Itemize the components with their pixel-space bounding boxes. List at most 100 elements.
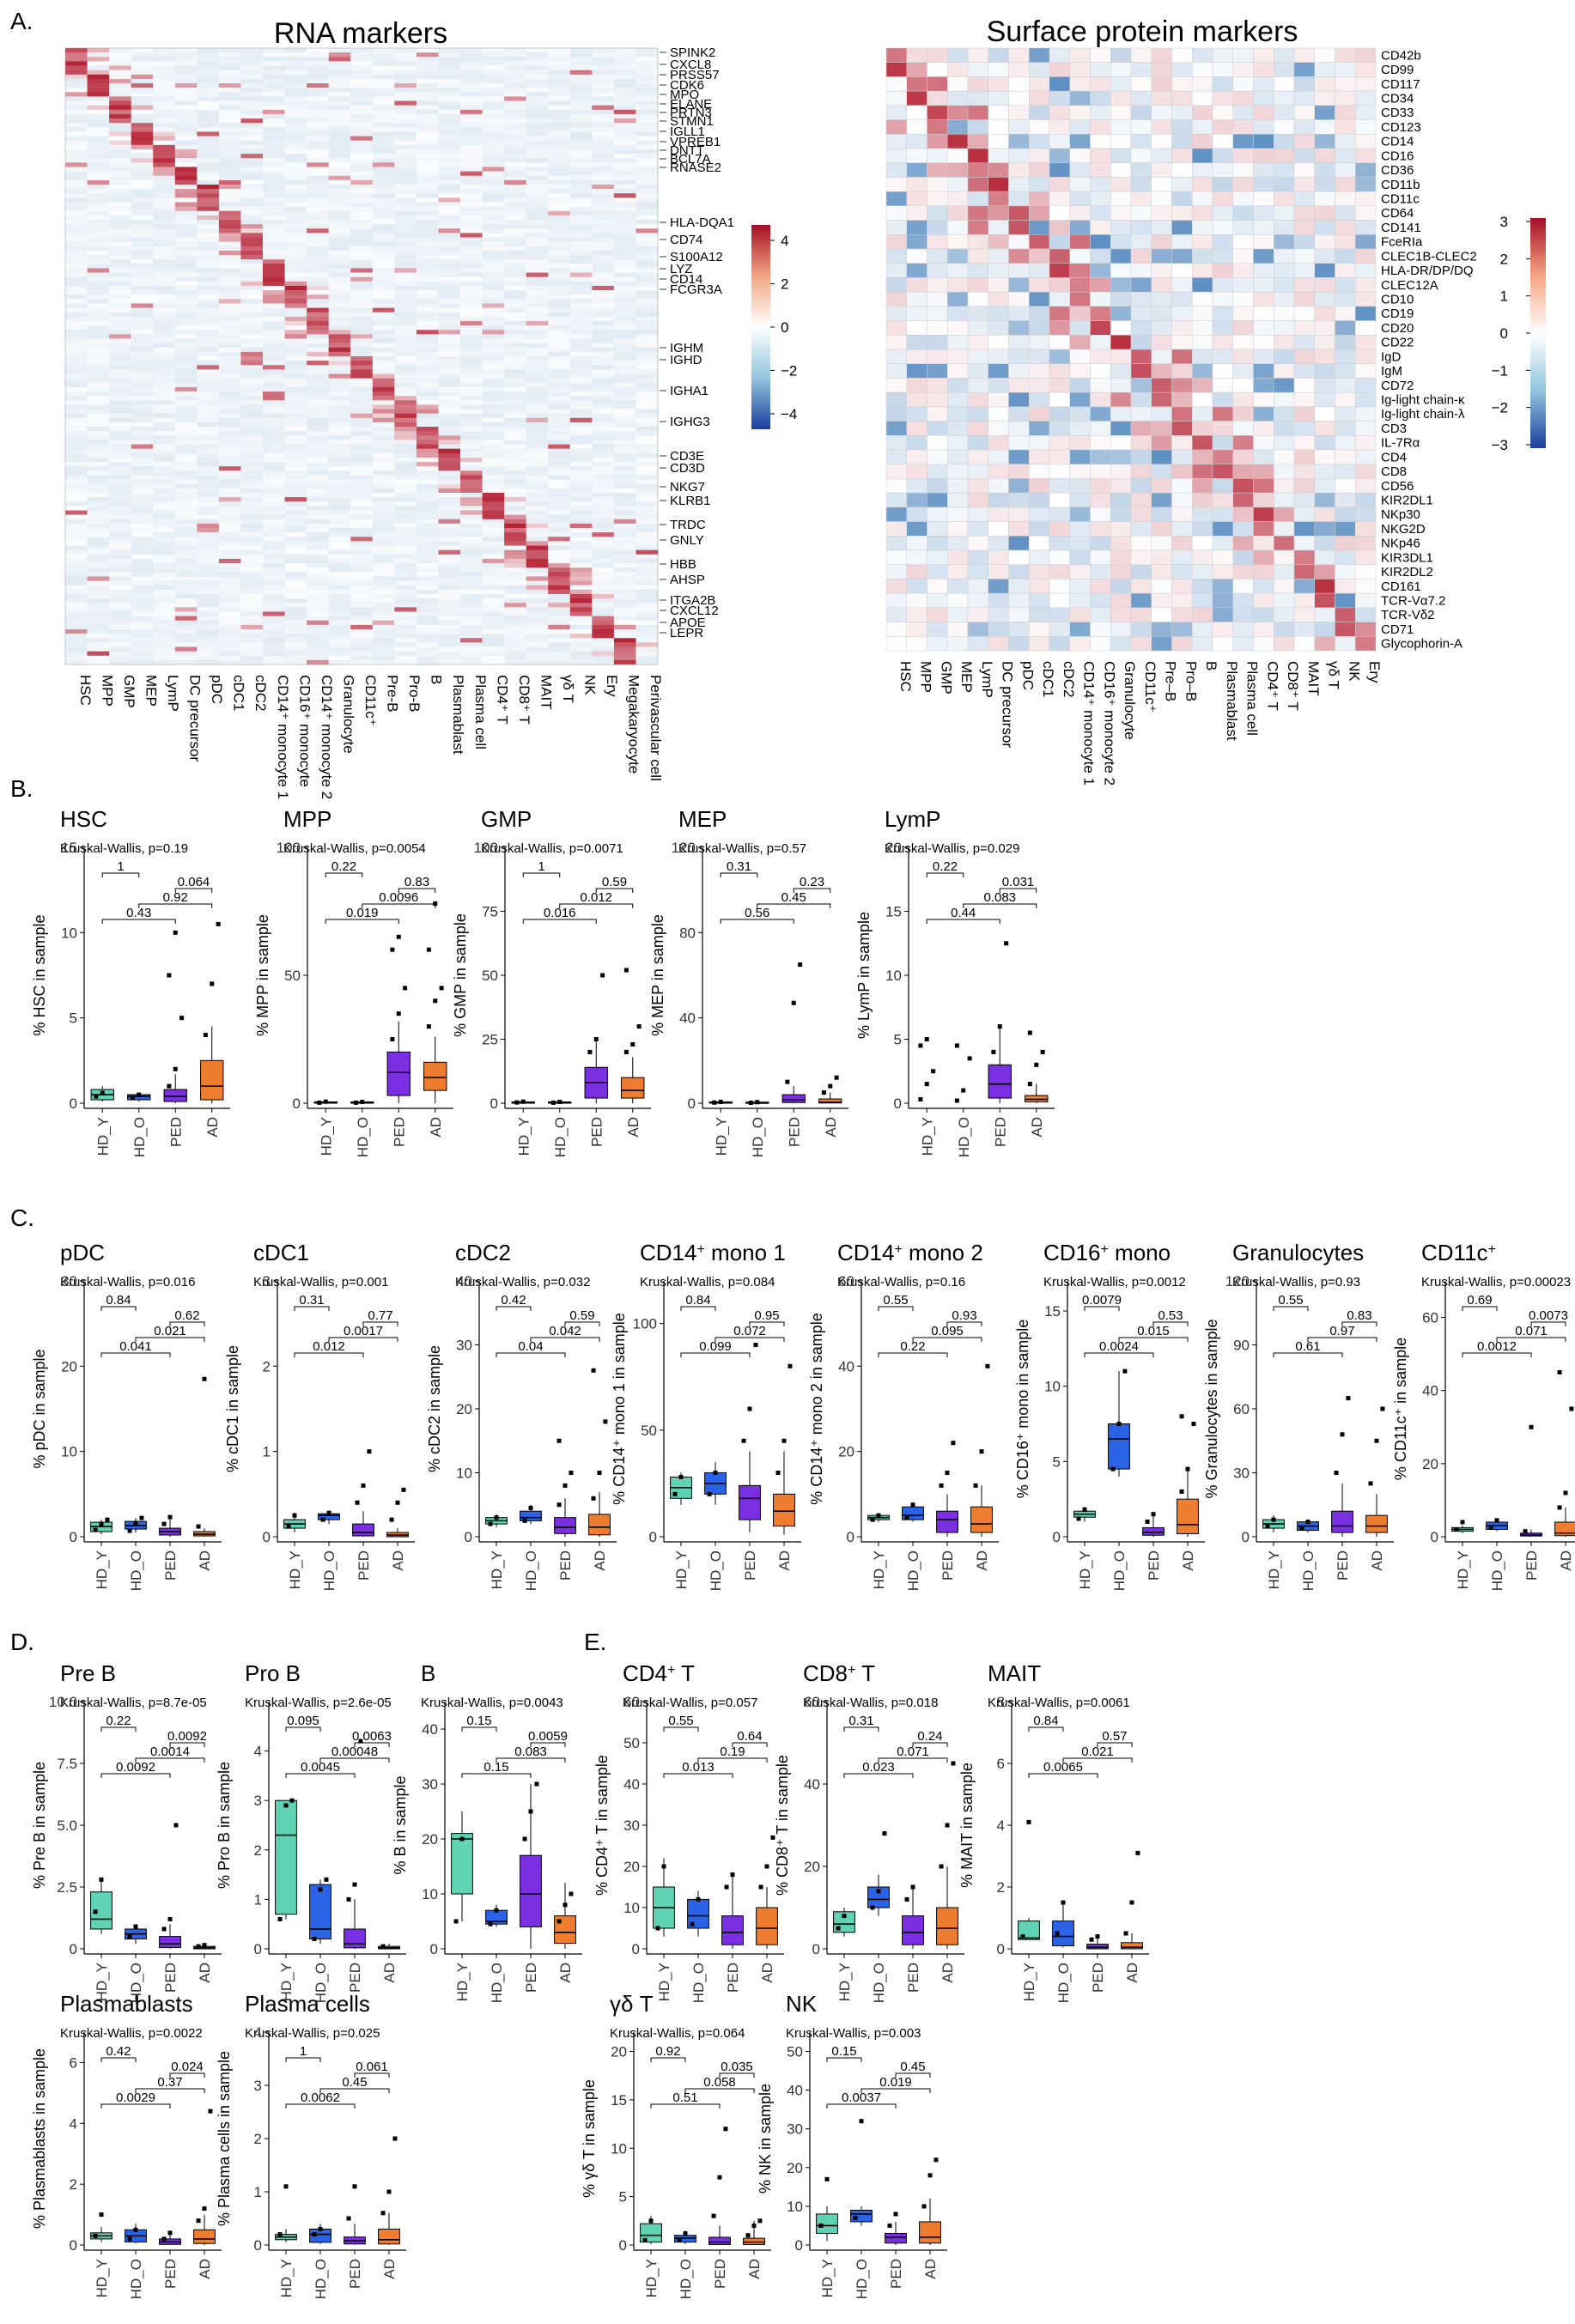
rna-heatmap-cell — [438, 233, 461, 238]
rna-heatmap-cell — [569, 523, 593, 529]
rna-heatmap-cell — [526, 452, 549, 458]
rna-heatmap-cell — [153, 255, 176, 260]
rna-heatmap-cell — [635, 391, 659, 397]
rna-heatmap-cell — [109, 638, 131, 643]
rna-heatmap-cell — [307, 427, 329, 432]
protein-heatmap-cell — [947, 449, 969, 464]
protein-heatmap-cell — [885, 349, 907, 364]
rna-heatmap-cell — [613, 206, 636, 212]
rna-heatmap-cell — [65, 179, 88, 185]
protein-heatmap-cell — [947, 277, 969, 293]
rna-heatmap-cell — [460, 224, 483, 229]
rna-heatmap-cell — [153, 382, 176, 388]
rna-heatmap-cell — [131, 206, 154, 212]
rna-heatmap-cell — [131, 175, 154, 181]
protein-heatmap-cell — [1335, 435, 1356, 451]
rna-heatmap-cell — [548, 237, 571, 242]
protein-heatmap-cell — [1029, 205, 1050, 221]
rna-heatmap-cell — [592, 435, 615, 440]
rna-heatmap-cell — [460, 475, 483, 480]
rna-heatmap-cell — [109, 316, 131, 322]
rna-heatmap-cell — [218, 272, 241, 277]
rna-heatmap-cell — [131, 356, 154, 361]
rna-heatmap-cell — [263, 140, 285, 146]
rna-heatmap-cell — [109, 642, 131, 647]
protein-heatmap-cell — [1274, 205, 1295, 221]
rna-heatmap-cell — [438, 567, 461, 573]
rna-heatmap-cell — [284, 338, 307, 343]
rna-heatmap-cell — [482, 593, 505, 599]
rna-heatmap-cell — [635, 123, 659, 128]
rna-heatmap-cell — [526, 210, 549, 216]
rna-heatmap-cell — [592, 572, 615, 577]
rna-heatmap-cell — [240, 264, 264, 269]
rna-heatmap-cell — [131, 365, 154, 370]
rna-heatmap-cell — [240, 563, 264, 568]
rna-heatmap-cell — [394, 74, 417, 80]
rna-heatmap-cell — [504, 299, 526, 304]
rna-heatmap-cell — [548, 246, 571, 252]
rna-gene-label: AHSP — [670, 573, 705, 587]
protein-heatmap-cell — [1049, 277, 1070, 293]
rna-heatmap-cell — [350, 294, 374, 300]
protein-heatmap-cell — [1029, 162, 1050, 178]
rna-heatmap-cell — [526, 307, 549, 313]
protein-heatmap-cell — [947, 391, 969, 408]
rna-heatmap-cell — [372, 52, 395, 58]
rna-heatmap-cell — [65, 497, 88, 502]
rna-heatmap-cell — [569, 440, 593, 445]
protein-heatmap-cell — [1192, 378, 1213, 393]
protein-heatmap-cell — [1008, 564, 1030, 579]
rna-heatmap-cell — [109, 545, 131, 550]
rna-heatmap-cell — [438, 523, 461, 529]
protein-heatmap-cell — [927, 363, 948, 379]
rna-heatmap-cell — [613, 646, 636, 652]
rna-heatmap-cell — [460, 285, 483, 291]
rna-heatmap-cell — [526, 422, 549, 428]
rna-heatmap-cell — [131, 246, 154, 252]
rna-heatmap-cell — [65, 365, 88, 370]
rna-heatmap-cell — [613, 431, 636, 436]
rna-heatmap-cell — [394, 299, 417, 304]
rna-heatmap-cell — [284, 307, 307, 313]
rna-heatmap-cell — [197, 228, 220, 234]
protein-heatmap-cell — [1232, 234, 1254, 250]
protein-heatmap-cell — [1029, 464, 1050, 479]
rna-heatmap-cell — [372, 549, 395, 555]
rna-heatmap-cell — [504, 347, 526, 353]
rna-heatmap-cell — [284, 532, 307, 537]
rna-heatmap-cell — [174, 417, 198, 423]
rna-heatmap-cell — [87, 113, 110, 119]
rna-heatmap-cell — [153, 523, 176, 529]
rna-heatmap-cell — [569, 250, 593, 256]
rna-heatmap-cell — [394, 294, 417, 300]
rna-heatmap-cell — [416, 404, 439, 410]
protein-heatmap-cell — [988, 277, 1009, 293]
rna-heatmap-cell — [197, 307, 220, 313]
rna-heatmap-cell — [174, 154, 198, 159]
rna-heatmap-cell — [284, 554, 307, 560]
rna-heatmap-cell — [240, 470, 264, 476]
rna-heatmap-cell — [153, 158, 176, 163]
rna-heatmap-cell — [153, 404, 176, 410]
rna-heatmap-cell — [284, 492, 307, 498]
rna-heatmap-cell — [350, 417, 374, 423]
rna-heatmap-cell — [328, 290, 351, 295]
rna-heatmap-cell — [569, 347, 593, 353]
rna-heatmap-cell — [307, 475, 329, 480]
protein-marker-label: CD4 — [1381, 450, 1407, 464]
rna-heatmap-cell — [613, 400, 636, 405]
rna-heatmap-cell — [197, 113, 220, 119]
rna-heatmap-cell — [240, 598, 264, 604]
protein-heatmap-cell — [1130, 579, 1152, 594]
protein-heatmap-cell — [1090, 507, 1111, 522]
rna-heatmap-cell — [613, 325, 636, 331]
rna-heatmap-cell — [284, 528, 307, 533]
rna-heatmap-cell — [328, 83, 351, 88]
rna-heatmap-cell — [65, 431, 88, 436]
rna-gene-label: DNTT — [670, 143, 704, 158]
rna-heatmap-cell — [197, 624, 220, 630]
rna-heatmap-cell — [174, 193, 198, 198]
rna-heatmap-cell — [416, 276, 439, 282]
rna-heatmap-cell — [109, 105, 131, 111]
